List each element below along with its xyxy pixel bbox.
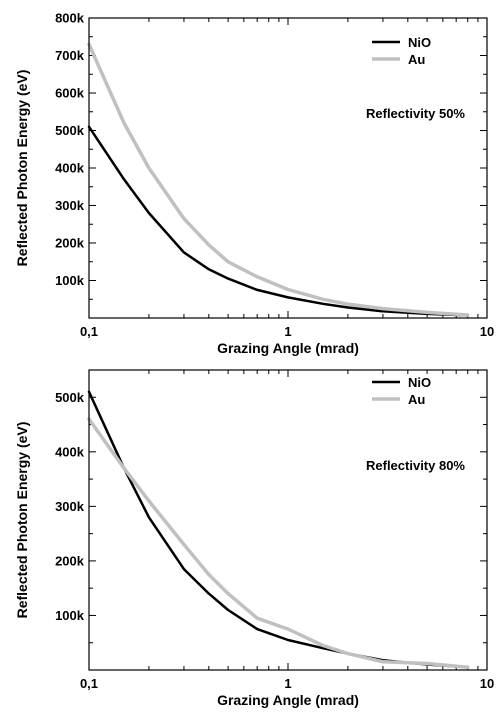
y-tick-label: 200k: [55, 553, 85, 568]
series-line-au: [87, 42, 470, 317]
x-tick-label: 10: [480, 676, 494, 691]
x-tick-label: 10: [480, 324, 494, 339]
plot-frame: [88, 17, 488, 319]
y-tick-label: 100k: [55, 273, 85, 288]
y-tick-label: 700k: [55, 48, 85, 63]
x-tick-label: 1: [284, 324, 291, 339]
legend: NiO Au: [372, 375, 431, 407]
y-tick-label: 200k: [55, 236, 85, 251]
chart-panel-1: 0,1 1 10 100k 200k 300k 400k 500k 600k 700k 800k Gr…: [14, 11, 494, 357]
x-tick-label: 0,1: [80, 676, 98, 691]
legend: NiO Au: [372, 35, 431, 67]
series-line-au: [87, 417, 470, 670]
y-tick-label: 800k: [55, 11, 85, 26]
series-line-nio: [87, 125, 469, 317]
reflectivity-annotation: Reflectivity 50%: [366, 106, 465, 121]
y-tick-label: 500k: [55, 390, 85, 405]
y-tick-label: 300k: [55, 499, 85, 514]
y-tick-label: 300k: [55, 198, 85, 213]
y-tick-label: 500k: [55, 123, 85, 138]
legend-label-nio: NiO: [408, 35, 431, 50]
y-axis-title: Reflected Photon Energy (eV): [14, 70, 30, 267]
x-axis-title: Grazing Angle (mrad): [217, 692, 359, 708]
y-tick-label: 400k: [55, 444, 85, 459]
y-tick-label: 600k: [55, 86, 85, 101]
x-tick-label: 0,1: [80, 324, 98, 339]
plot-frame: [88, 369, 488, 671]
legend-label-au: Au: [408, 392, 425, 407]
legend-label-au: Au: [408, 52, 425, 67]
x-tick-label: 1: [284, 676, 291, 691]
y-tick-label: 400k: [55, 161, 85, 176]
y-tick-label: 100k: [55, 608, 85, 623]
chart-panel-2: 0,1 1 10 100k 200k 300k 400k 500k Grazing Angle …: [14, 369, 494, 708]
x-axis-title: Grazing Angle (mrad): [217, 340, 359, 356]
y-axis-title: Reflected Photon Energy (eV): [14, 422, 30, 619]
legend-label-nio: NiO: [408, 375, 431, 390]
reflectivity-annotation: Reflectivity 80%: [366, 458, 465, 473]
